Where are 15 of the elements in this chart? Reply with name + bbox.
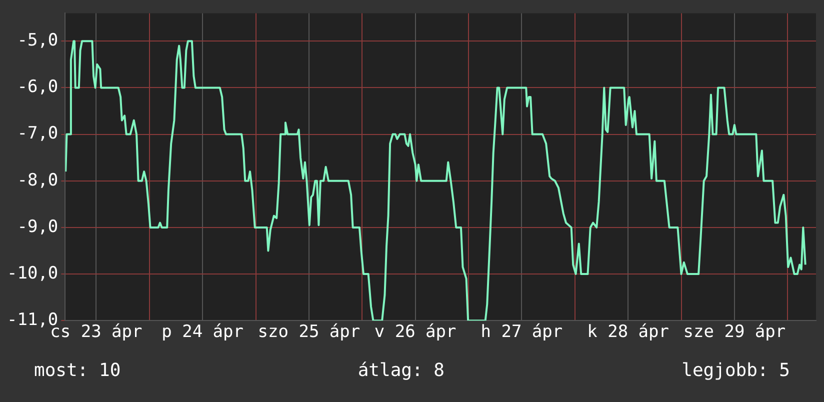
x-tick-label: h 27 ápr bbox=[480, 322, 563, 342]
x-tick-label: k 28 ápr bbox=[587, 322, 670, 342]
y-tick-label: -9,0 bbox=[17, 216, 58, 237]
x-tick-label: p 24 ápr bbox=[162, 322, 244, 342]
y-tick-label: -7,0 bbox=[17, 124, 58, 144]
x-tick-label: v 26 ápr bbox=[374, 322, 456, 342]
text: átlag: 8 bbox=[358, 360, 445, 381]
y-tick-label: -10,0 bbox=[6, 263, 58, 284]
text: legjobb: 5 bbox=[682, 360, 790, 381]
y-tick-label: -8,0 bbox=[17, 170, 58, 190]
x-tick-label: szo 25 ápr bbox=[258, 322, 360, 342]
text: most: 10 bbox=[34, 360, 121, 381]
y-tick-label: -5,0 bbox=[17, 30, 58, 51]
x-tick-label: sze 29 ápr bbox=[683, 322, 786, 342]
y-tick-label: -6,0 bbox=[17, 77, 58, 98]
